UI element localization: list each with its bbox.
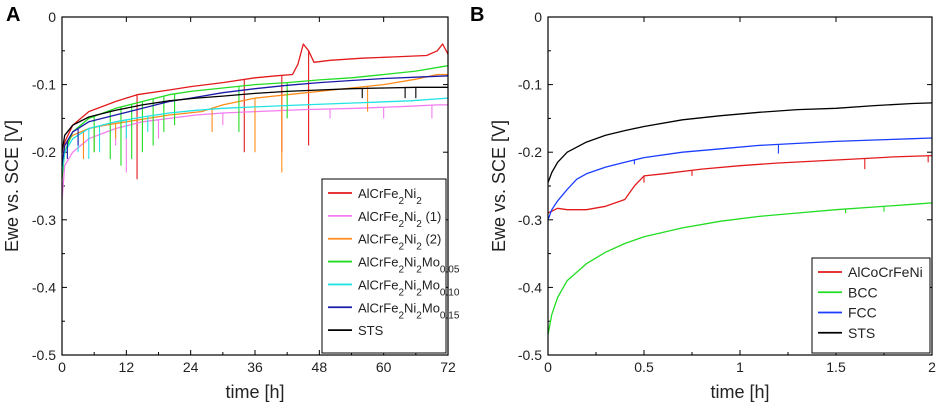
x-tick-label: 36 [247, 359, 263, 375]
legend-box [811, 257, 931, 354]
x-tick-label: 60 [376, 359, 392, 375]
legend-entry-label: AlCrFe2Ni2 (1) [358, 209, 441, 230]
panel-a-letter: A [6, 4, 20, 26]
x-tick-label: 2 [928, 359, 936, 375]
panel-b-chart: B 0 0.5 1 1.5 2 0 -0.1 -0.2 -0.3 -0.4 -0.5 time [h… [470, 4, 936, 402]
panel-b-x-axis-label: time [h] [710, 382, 769, 402]
panel-b-plot-frame [547, 16, 933, 356]
y-tick-label: -0.3 [518, 212, 542, 228]
panel-a-plot-frame [61, 16, 449, 356]
series-line-alcrfe2ni2mo0-15 [61, 75, 449, 166]
y-tick-label: -0.5 [32, 347, 56, 363]
y-tick-label: -0.1 [32, 77, 56, 93]
y-tick-label: -0.4 [32, 279, 56, 295]
series-line-alcrfe2ni2mo0-10 [61, 97, 449, 173]
legend-entry-label: FCC [848, 305, 877, 321]
x-tick-label: 1 [736, 359, 744, 375]
legend-entry-label: STS [358, 323, 384, 338]
legend-entry-label: AlCrFe2Ni2Mo0.15 [358, 300, 460, 321]
x-tick-label: 48 [312, 359, 328, 375]
x-tick-label: 12 [119, 359, 135, 375]
legend-entry-label: AlCrFe2Ni2Mo0.05 [358, 255, 460, 276]
legend-entry-label: AlCrFe2Ni2 (2) [358, 232, 441, 253]
panel-a-series-group [61, 43, 449, 200]
series-line-fcc [547, 137, 933, 221]
series-line-alcrfe2ni2 [61, 43, 449, 170]
x-tick-label: 0 [58, 359, 66, 375]
panel-b-letter: B [470, 4, 484, 26]
panel-a-x-axis-label: time [h] [225, 382, 284, 402]
x-tick-label: 1.5 [826, 359, 846, 375]
panel-b-series-group [547, 102, 933, 335]
legend-entry-label: STS [848, 325, 875, 341]
y-tick-label: -0.2 [32, 144, 56, 160]
x-tick-label: 24 [183, 359, 199, 375]
panel-b-legend: AlCoCrFeNi BCC FCC STS [811, 257, 931, 354]
legend-entry-label: AlCrFe2Ni2 [358, 186, 422, 207]
legend-entry-label: BCC [848, 284, 878, 300]
series-line-bcc [547, 202, 933, 335]
series-line-sts [61, 86, 448, 153]
y-tick-label: -0.2 [518, 144, 542, 160]
series-line-alcrfe2ni2mo0-05 [61, 65, 449, 180]
series-line-alcocrfeni [547, 154, 933, 214]
x-tick-label: 0.5 [634, 359, 654, 375]
y-tick-label: -0.5 [518, 347, 542, 363]
legend-box [321, 178, 447, 354]
y-tick-label: 0 [48, 9, 56, 25]
x-tick-label: 0 [544, 359, 552, 375]
panel-b-y-axis-label: Ewe vs. SCE [V] [489, 120, 509, 252]
legend-entry-label: AlCrFe2Ni2Mo0.10 [358, 277, 460, 298]
series-line-sts [547, 102, 933, 183]
legend-entry-label: AlCoCrFeNi [848, 264, 923, 280]
y-tick-label: -0.1 [518, 77, 542, 93]
x-tick-label: 72 [440, 359, 456, 375]
y-tick-label: 0 [534, 9, 542, 25]
panel-a-y-axis-label: Ewe vs. SCE [V] [2, 120, 22, 252]
y-tick-label: -0.4 [518, 279, 542, 295]
y-tick-label: -0.3 [32, 212, 56, 228]
panel-a-chart: A 0 12 24 36 48 60 72 0 -0.1 -0.2 -0.3 -0.4 -0.5 tim… [2, 4, 460, 402]
panel-b-axis-ticks: 0 0.5 1 1.5 2 0 -0.1 -0.2 -0.3 -0.4 -0.5 [518, 9, 936, 375]
